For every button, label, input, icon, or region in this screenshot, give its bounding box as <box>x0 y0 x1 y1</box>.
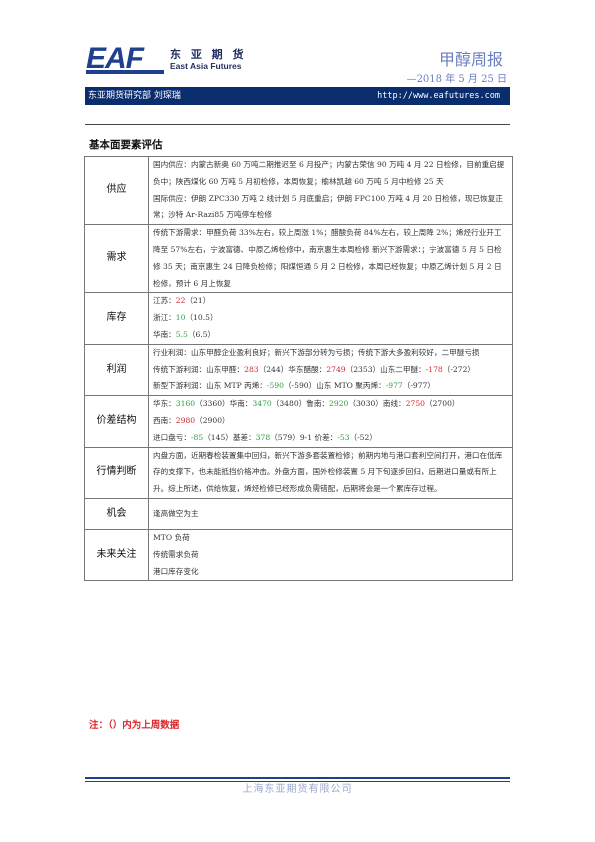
header-bar: 东亚期货研究部 刘琛瑞 http://www.eafutures.com <box>85 87 510 105</box>
row-label-profit: 利润 <box>84 343 149 397</box>
judgment-content: 内盘方面，近期春检装置集中回归，新兴下游多套装置检修；前期内地与港口套利空间打开… <box>148 446 513 499</box>
company-logo: EAF 东 亚 期 货 East Asia Futures <box>86 42 266 75</box>
spread-basis: 进口盘亏：-85（145）基差：378（579）9-1 价差：-53（-52） <box>153 430 508 447</box>
mto-profit: -977 <box>385 381 403 391</box>
previous-value: （6.5） <box>187 329 216 339</box>
lunan-price: 2920 <box>329 399 349 409</box>
logo-cn-name: 东 亚 期 货 <box>170 48 247 61</box>
separator-line <box>85 124 510 125</box>
inventory-huanan: 华南：5.5（6.5） <box>153 327 508 344</box>
previous-value: （-977） <box>402 381 435 391</box>
row-label-judgment: 行情判断 <box>84 446 149 499</box>
previous-value: （3360）华南： <box>195 399 253 409</box>
previous-value: （244）华东醋酸： <box>258 364 327 374</box>
profit-new: 新型下游利润：山东 MTP 丙烯：-590（-590）山东 MTO 聚丙烯：-9… <box>153 378 508 395</box>
footer-company-name: 上海东亚期货有限公司 <box>236 784 359 795</box>
formaldehyde-profit: 283 <box>244 364 259 374</box>
row-demand: 需求 传统下游需求：甲醛负荷 33%左右，较上周涨 1%；醋酸负荷 84%左右，… <box>84 224 513 294</box>
profit-content: 行业利润：山东甲醇企业盈利良好；新兴下游部分转为亏损；传统下游大多盈利较好，二甲… <box>148 343 513 397</box>
current-value: 10 <box>175 313 186 323</box>
section-title: 基本面要素评估 <box>89 139 163 151</box>
future-item: 传统需求负荷 <box>153 549 199 559</box>
inventory-content: 江苏：22（21） 浙江：10（10.5） 华南：5.5（6.5） <box>148 292 513 345</box>
import-loss: -85 <box>190 432 204 442</box>
fundamentals-table: 供应 国内供应：内蒙古新奥 60 万吨二期推迟至 6 月投产；内蒙古荣信 90 … <box>84 155 513 582</box>
demand-content: 传统下游需求：甲醛负荷 33%左右，较上周涨 1%；醋酸负荷 84%左右，较上周… <box>148 224 513 294</box>
import-label: 进口盘亏： <box>153 432 191 442</box>
region-name: 华南： <box>153 329 176 339</box>
logo-en-name: East Asia Futures <box>170 61 242 71</box>
report-date: —2018 年 5 月 25 日 <box>406 74 507 85</box>
row-spread: 价差结构 华东：3160（3360）华南：3470（3480）鲁南：2920（3… <box>84 395 513 448</box>
future-content: MTO 负荷 传统需求负荷 港口库存变化 <box>148 528 513 582</box>
basis-value: 378 <box>255 432 271 442</box>
row-label-spread: 价差结构 <box>84 395 149 448</box>
row-profit: 利润 行业利润：山东甲醇企业盈利良好；新兴下游部分转为亏损；传统下游大多盈利较好… <box>84 343 513 397</box>
profit-traditional: 传统下游利润：山东甲醛：283（244）华东醋酸：2749（2353）山东二甲醚… <box>153 362 508 379</box>
row-label-future: 未来关注 <box>84 528 149 582</box>
future-item: MTO 负荷 <box>153 532 190 542</box>
spread-xinan: 西南：2980（2900） <box>153 413 508 430</box>
previous-value: （145）基差： <box>203 432 256 442</box>
huanan-price: 3470 <box>252 399 272 409</box>
supply-international: 国际供应：伊朗 ZPC330 万吨 2 线计划 5 月底重启；伊朗 FPC100… <box>153 193 503 220</box>
previous-value: （2353）山东二甲醚： <box>345 364 426 374</box>
report-title: 甲醇周报 <box>438 50 503 69</box>
previous-value: （579）9-1 价差： <box>270 432 338 442</box>
profit-label: 新型下游利润：山东 MTP 丙烯： <box>153 381 267 391</box>
huadong-price: 3160 <box>175 399 196 409</box>
row-judgment: 行情判断 内盘方面，近期春检装置集中回归，新兴下游多套装置检修；前期内地与港口套… <box>84 446 513 499</box>
spread-prices: 华东：3160（3360）华南：3470（3480）鲁南：2920（3030）南… <box>153 396 508 413</box>
footer: 上海东亚期货有限公司 <box>0 780 595 795</box>
region-name: 浙江： <box>153 313 176 323</box>
region-name: 江苏： <box>153 296 176 306</box>
mtp-profit: -590 <box>266 381 284 391</box>
row-supply: 供应 国内供应：内蒙古新奥 60 万吨二期推迟至 6 月投产；内蒙古荣信 90 … <box>84 155 513 226</box>
logo-swoosh <box>86 70 164 74</box>
previous-value: （21） <box>185 296 211 306</box>
profit-industry: 行业利润：山东甲醇企业盈利良好；新兴下游部分转为亏损；传统下游大多盈利较好，二甲… <box>153 347 480 357</box>
profit-label: 传统下游利润：山东甲醛： <box>153 364 245 374</box>
previous-value: （2700） <box>424 399 460 409</box>
calendar-spread: -53 <box>337 432 350 442</box>
previous-value: （10.5） <box>185 313 218 323</box>
author-dept: 东亚期货研究部 刘琛瑞 <box>88 91 181 101</box>
website-link[interactable]: http://www.eafutures.com <box>377 91 500 101</box>
spread-content: 华东：3160（3360）华南：3470（3480）鲁南：2920（3030）南… <box>148 395 513 448</box>
acetic-acid-profit: 2749 <box>326 364 346 374</box>
future-item: 港口库存变化 <box>153 566 199 576</box>
inventory-zhejiang: 浙江：10（10.5） <box>153 310 508 327</box>
table-footnote: 注：（）内为上周数据 <box>89 720 180 731</box>
region-name: 西南： <box>153 415 176 425</box>
row-label-supply: 供应 <box>84 155 149 226</box>
previous-value: （3030）南线： <box>348 399 406 409</box>
previous-value: （2900） <box>195 415 230 425</box>
opportunity-content: 逢高做空为主 <box>148 497 513 530</box>
row-future: 未来关注 MTO 负荷 传统需求负荷 港口库存变化 <box>84 528 513 582</box>
nanxian-price: 2750 <box>405 399 425 409</box>
row-opportunity: 机会 逢高做空为主 <box>84 497 513 530</box>
previous-value: （-590）山东 MTO 聚丙烯： <box>283 381 386 391</box>
current-value: 22 <box>175 296 186 306</box>
footer-rule <box>85 777 510 779</box>
region-name: 华东： <box>153 399 176 409</box>
previous-value: （3480）鲁南： <box>271 399 330 409</box>
logo-mark: EAF <box>86 42 144 75</box>
supply-content: 国内供应：内蒙古新奥 60 万吨二期推迟至 6 月投产；内蒙古荣信 90 万吨 … <box>148 155 513 226</box>
footer-rule-thin <box>85 781 510 782</box>
previous-value: （-272） <box>442 364 475 374</box>
previous-value: （-52） <box>349 432 377 442</box>
row-inventory: 库存 江苏：22（21） 浙江：10（10.5） 华南：5.5（6.5） <box>84 292 513 345</box>
row-label-inventory: 库存 <box>84 292 149 345</box>
row-label-opportunity: 机会 <box>84 497 149 530</box>
xinan-price: 2980 <box>175 415 196 425</box>
row-label-demand: 需求 <box>84 224 149 294</box>
supply-domestic: 国内供应：内蒙古新奥 60 万吨二期推迟至 6 月投产；内蒙古荣信 90 万吨 … <box>153 160 505 186</box>
current-value: 5.5 <box>175 329 188 339</box>
inventory-jiangsu: 江苏：22（21） <box>153 293 508 310</box>
dme-profit: -178 <box>425 364 443 374</box>
